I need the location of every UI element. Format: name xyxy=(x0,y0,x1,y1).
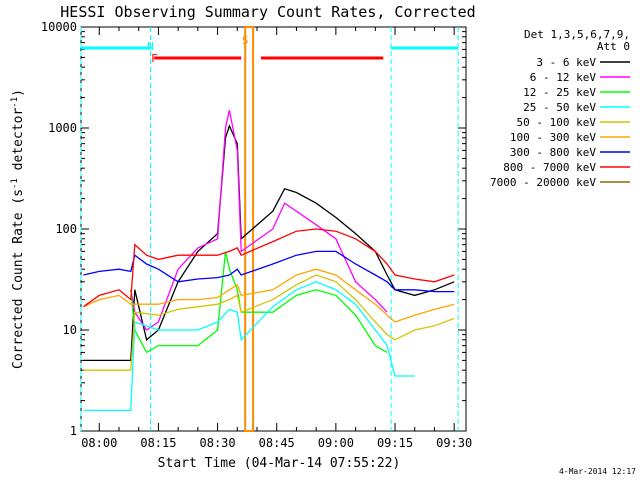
legend-title: Att 0 xyxy=(597,40,630,53)
legend-entry-label: 100 - 300 keV xyxy=(510,131,596,144)
y-tick-label: 10 xyxy=(63,323,77,337)
x-tick-label: 08:00 xyxy=(81,436,117,450)
legend-entry-label: 6 - 12 keV xyxy=(530,71,597,84)
legend-entry-label: 50 - 100 keV xyxy=(517,116,597,129)
y-axis-label: Corrected Count Rate (s-1 detector-1) xyxy=(10,89,26,369)
legend-title: Det 1,3,5,6,7,9, xyxy=(524,28,630,41)
series-line-3 xyxy=(83,281,415,412)
legend: Det 1,3,5,6,7,9,Att 03 - 6 keV 6 - 12 keV… xyxy=(490,28,630,189)
x-tick-label: 09:00 xyxy=(318,436,354,450)
x-tick-label: 08:15 xyxy=(140,436,176,450)
flag-annotation-n: N xyxy=(147,40,154,53)
y-tick-label: 1000 xyxy=(48,121,77,135)
series-line-7 xyxy=(83,228,455,308)
legend-entry-label: 12 - 25 keV xyxy=(523,86,596,99)
legend-entry-label: 25 - 50 keV xyxy=(523,101,596,114)
x-tick-label: 09:15 xyxy=(377,436,413,450)
legend-entry-label: 800 - 7000 keV xyxy=(503,161,596,174)
axis-ticks: 08:00 08:15 08:30 08:45 09:00 09:15 09:30 1 10 10… xyxy=(41,20,472,450)
series-line-5 xyxy=(83,268,455,323)
series-lines xyxy=(83,110,455,412)
x-tick-label: 09:30 xyxy=(436,436,472,450)
legend-entry-label: 300 - 800 keV xyxy=(510,146,596,159)
series-line-2 xyxy=(130,251,388,354)
y-tick-label: 100 xyxy=(55,222,77,236)
x-axis-label: Start Time (04-Mar-14 07:55:22) xyxy=(158,456,401,471)
series-line-6 xyxy=(83,250,455,293)
flag-bars: NF S xyxy=(80,26,459,432)
x-tick-label: 08:45 xyxy=(259,436,295,450)
x-tick-label: 08:30 xyxy=(200,436,236,450)
chart-title: HESSI Observing Summary Count Rates, Cor… xyxy=(60,3,475,21)
date-stamp: 4-Mar-2014 12:17 xyxy=(559,467,636,476)
series-line-1 xyxy=(130,110,388,331)
series-line-4 xyxy=(83,274,455,371)
y-tick-label: 10000 xyxy=(41,20,77,34)
flag-annotation-s: S xyxy=(242,34,249,47)
legend-entry-label: 3 - 6 keV xyxy=(536,56,596,69)
flag-annotation-f: F xyxy=(151,52,158,65)
y-tick-label: 1 xyxy=(70,424,77,438)
legend-entry-label: 7000 - 20000 keV xyxy=(490,176,596,189)
